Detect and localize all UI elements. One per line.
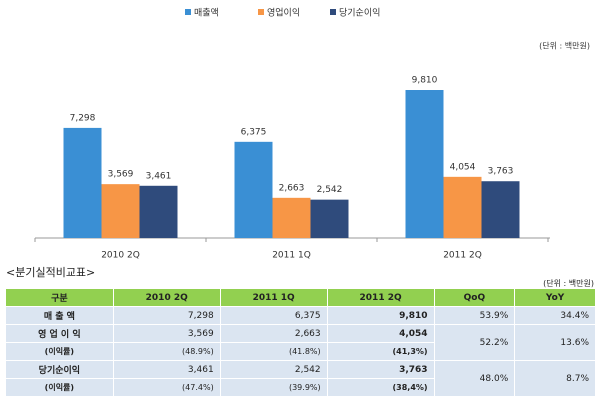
cell: (47.4%) [112, 378, 221, 397]
cell: 3,461 [112, 360, 221, 379]
legend-label: 영업이익 [267, 7, 300, 19]
value-label: 2,663 [279, 183, 305, 193]
x-tick-label: 2011 2Q [443, 251, 482, 261]
bar [101, 184, 140, 238]
chart: (단위 : 백만원) 매출액 영업이익 당기순이익 2010 2Q 7,298 3,569… [34, 7, 590, 261]
legend-label: 매출액 [194, 7, 219, 19]
cell: 9,810 [326, 306, 435, 325]
header-cell: 2010 2Q [112, 288, 221, 307]
cell: 2,542 [219, 360, 328, 379]
bar [405, 90, 444, 238]
cell: 2,663 [219, 324, 328, 343]
bar [272, 197, 311, 238]
value-label: 3,763 [488, 167, 514, 177]
bar [234, 141, 273, 238]
cell: (48.9%) [112, 342, 221, 361]
cell: 당기순이익 [5, 360, 114, 379]
cell: (38,4%) [326, 378, 435, 397]
legend-label: 당기순이익 [339, 7, 380, 19]
cell: 영 업 이 익 [5, 324, 114, 343]
legend-swatch [258, 9, 264, 15]
row: 당기순이익 3,461 2,542 3,763 48.0% 8.7% [5, 360, 596, 397]
cell: (이익률) [5, 342, 114, 361]
bar [443, 176, 482, 238]
value-label: 3,569 [108, 170, 134, 180]
cell: 34.4% [514, 306, 596, 325]
bar [310, 199, 349, 238]
cell: (41.8%) [219, 342, 328, 361]
value-label: 7,298 [70, 113, 96, 123]
cell: (39.9%) [219, 378, 328, 397]
cell: 4,054 [326, 324, 435, 343]
table-title: <분기실적비교표> [6, 266, 96, 279]
value-label: 3,461 [146, 171, 172, 181]
header-cell: 구분 [5, 288, 114, 307]
value-label: 2,542 [317, 185, 343, 195]
legend-swatch [185, 9, 191, 15]
row: 영 업 이 익 3,569 2,663 4,054 52.2% 13.6% [5, 324, 596, 361]
value-label: 6,375 [241, 127, 267, 137]
cell: 매 출 액 [5, 306, 114, 325]
cell: 53.9% [433, 306, 516, 325]
row: 매 출 액 7,298 6,375 9,810 53.9% 34.4% [5, 306, 596, 325]
header-row: 구분 2010 2Q 2011 1Q 2011 2Q QoQ YoY [5, 288, 596, 307]
cell: 8.7% [514, 360, 596, 397]
table: 구분 2010 2Q 2011 1Q 2011 2Q QoQ YoY 매 출 액 7,298 6… [5, 288, 596, 397]
x-tick-label: 2011 1Q [272, 251, 311, 261]
cell: 6,375 [219, 306, 328, 325]
row: (이익률) (47.4%) (39.9%) (38,4%) [5, 378, 596, 397]
cell: 7,298 [112, 306, 221, 325]
legend-swatch [330, 9, 336, 15]
cell: 3,763 [326, 360, 435, 379]
cell: (41,3%) [326, 342, 435, 361]
cell: 48.0% [433, 360, 516, 397]
header-cell: 2011 2Q [326, 288, 435, 307]
x-tick-label: 2010 2Q [101, 251, 140, 261]
bar [139, 185, 178, 238]
bar [481, 181, 520, 238]
value-label: 9,810 [412, 76, 438, 86]
header-cell: 2011 1Q [219, 288, 328, 307]
cell: (이익률) [5, 378, 114, 397]
cell: 13.6% [514, 324, 596, 361]
unit-note: (단위 : 백만원) [539, 41, 590, 51]
header-cell: YoY [514, 288, 596, 307]
header-cell: QoQ [433, 288, 516, 307]
cell: 52.2% [433, 324, 516, 361]
cell: 3,569 [112, 324, 221, 343]
bar [63, 127, 102, 238]
value-label: 4,054 [450, 162, 476, 172]
table-unit: (단위 : 백만원) [543, 279, 594, 288]
